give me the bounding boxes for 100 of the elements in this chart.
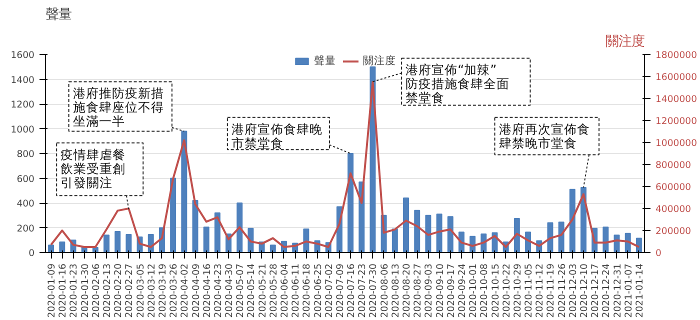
x-tick-label: 2020-03-19: [157, 263, 168, 318]
x-tick-label: 2020-05-21: [257, 263, 268, 318]
x-tick-label: 2020-09-10: [434, 263, 446, 318]
x-tick-label: 2020-04-16: [202, 263, 213, 318]
x-tick-label: 2020-02-13: [102, 263, 114, 318]
x-tick-label: 2021-01-07: [623, 263, 634, 318]
x-tick-label: 2020-12-24: [601, 263, 612, 318]
x-tick-label: 2020-12-31: [612, 263, 624, 318]
x-tick-label: 2020-12-10: [578, 263, 590, 318]
bar: [425, 214, 432, 252]
x-tick-label: 2020-08-27: [412, 263, 424, 318]
annotation: 港府宣佈食肆晚市禁堂食: [231, 121, 322, 150]
x-tick-label: 2020-02-20: [113, 263, 124, 318]
y2-tick-label: 1600000: [656, 72, 698, 83]
x-tick-label: 2020-01-16: [58, 263, 69, 318]
bar: [602, 226, 609, 252]
x-tick-label: 2020-05-14: [246, 263, 258, 318]
y2-tick-label: 1200000: [656, 116, 698, 127]
annotation: 疫情肆虐餐飲業受重創引發關注: [60, 146, 126, 190]
x-tick-label: 2020-06-18: [302, 263, 313, 318]
x-tick-label: 2020-02-27: [124, 263, 136, 318]
y2-tick-label: 600000: [656, 182, 692, 193]
x-tick-label: 2020-09-03: [424, 263, 435, 318]
y-axis-title: 聲量: [46, 8, 72, 22]
x-tick-label: 2020-11-19: [546, 263, 557, 318]
bar: [436, 214, 442, 252]
x-tick-label: 2020-07-30: [368, 263, 380, 318]
y-tick-label: 1200: [10, 100, 35, 110]
legend-label: 關注度: [363, 54, 396, 68]
x-tick-label: 2020-07-16: [346, 263, 358, 318]
y2-tick-label: 0: [656, 248, 662, 259]
x-tick-label: 2020-08-20: [402, 263, 413, 318]
y2-tick-label: 800000: [656, 160, 692, 171]
x-tick-label: 2020-03-05: [135, 263, 146, 318]
y-tick-label: 1400: [10, 74, 35, 86]
x-tick-label: 2020-12-17: [590, 263, 602, 318]
bar: [403, 198, 410, 252]
bar: [236, 202, 243, 252]
bar: [270, 244, 276, 252]
y2-tick-label: 1800000: [656, 50, 698, 61]
x-tick-label: 2020-04-23: [212, 263, 224, 318]
y2-tick-label: 1000000: [656, 138, 698, 149]
x-tick-label: 2020-03-26: [168, 263, 180, 318]
y-tick-label: 800: [16, 149, 35, 160]
x-tick-label: 2020-12-03: [568, 263, 579, 318]
x-tick-label: 2020-09-17: [446, 263, 457, 318]
bar: [569, 188, 576, 252]
x-tick-label: 2020-11-12: [534, 263, 546, 318]
x-tick-label: 2020-11-05: [524, 263, 535, 318]
y2-tick-label: 200000: [656, 226, 692, 237]
y-tick-label: 200: [16, 223, 35, 234]
y2-axis-title: 關注度: [606, 34, 644, 50]
bar: [348, 153, 354, 252]
x-tick-label: 2020-05-28: [268, 263, 280, 318]
x-tick-label: 2020-01-09: [46, 263, 58, 318]
bar: [181, 130, 188, 252]
legend-label: 聲量: [314, 54, 336, 68]
y2-tick-label: 1400000: [656, 94, 698, 105]
x-tick-label: 2020-08-06: [379, 263, 390, 318]
bar: [447, 216, 454, 252]
x-tick-label: 2020-07-23: [357, 263, 368, 318]
y-tick-label: 600: [16, 174, 35, 185]
annotation: 港府宣佈“加辣”防疫措施食肆全面禁堂食: [406, 62, 510, 106]
y-tick-label: 1600: [10, 50, 35, 61]
y-tick-label: 1000: [10, 124, 35, 136]
bar: [203, 226, 210, 252]
x-tick-label: 2020-08-13: [390, 263, 402, 318]
x-tick-label: 2020-05-07: [235, 263, 246, 318]
x-tick-label: 2020-04-30: [224, 263, 236, 318]
bar: [48, 244, 54, 252]
bar: [558, 222, 564, 252]
x-tick-label: 2020-10-22: [501, 263, 512, 318]
bar: [126, 234, 132, 252]
x-tick-label: 2021-01-14: [634, 263, 646, 318]
bar: [114, 230, 121, 252]
x-tick-label: 2020-10-15: [490, 263, 502, 318]
bar: [104, 234, 110, 252]
bar: [514, 218, 520, 252]
x-tick-label: 2020-01-30: [80, 263, 91, 318]
y-tick-label: 0: [28, 248, 35, 259]
x-tick-label: 2020-11-26: [556, 263, 568, 318]
x-tick-label: 2020-03-12: [146, 263, 158, 318]
x-tick-label: 2020-07-09: [334, 263, 346, 318]
annotation: 港府推防疫新措施食肆座位不得坐滿一半: [72, 86, 164, 129]
x-tick-label: 2020-04-09: [190, 263, 202, 318]
bar: [214, 212, 220, 252]
bar: [170, 178, 176, 252]
bar: [547, 222, 554, 252]
x-tick-label: 2020-06-25: [312, 263, 324, 318]
x-tick-label: 2020-09-24: [456, 263, 468, 318]
y-tick-label: 400: [16, 198, 35, 210]
x-tick-label: 2020-10-08: [479, 263, 490, 318]
x-tick-label: 2020-10-01: [468, 263, 480, 318]
x-tick-label: 2020-02-06: [90, 263, 102, 318]
x-tick-label: 2020-10-29: [512, 263, 524, 318]
x-tick-label: 2020-04-02: [180, 263, 191, 318]
x-tick-label: 2020-01-23: [68, 263, 80, 318]
x-tick-label: 2020-06-11: [290, 263, 302, 318]
bar: [59, 241, 66, 252]
bar: [414, 210, 420, 252]
